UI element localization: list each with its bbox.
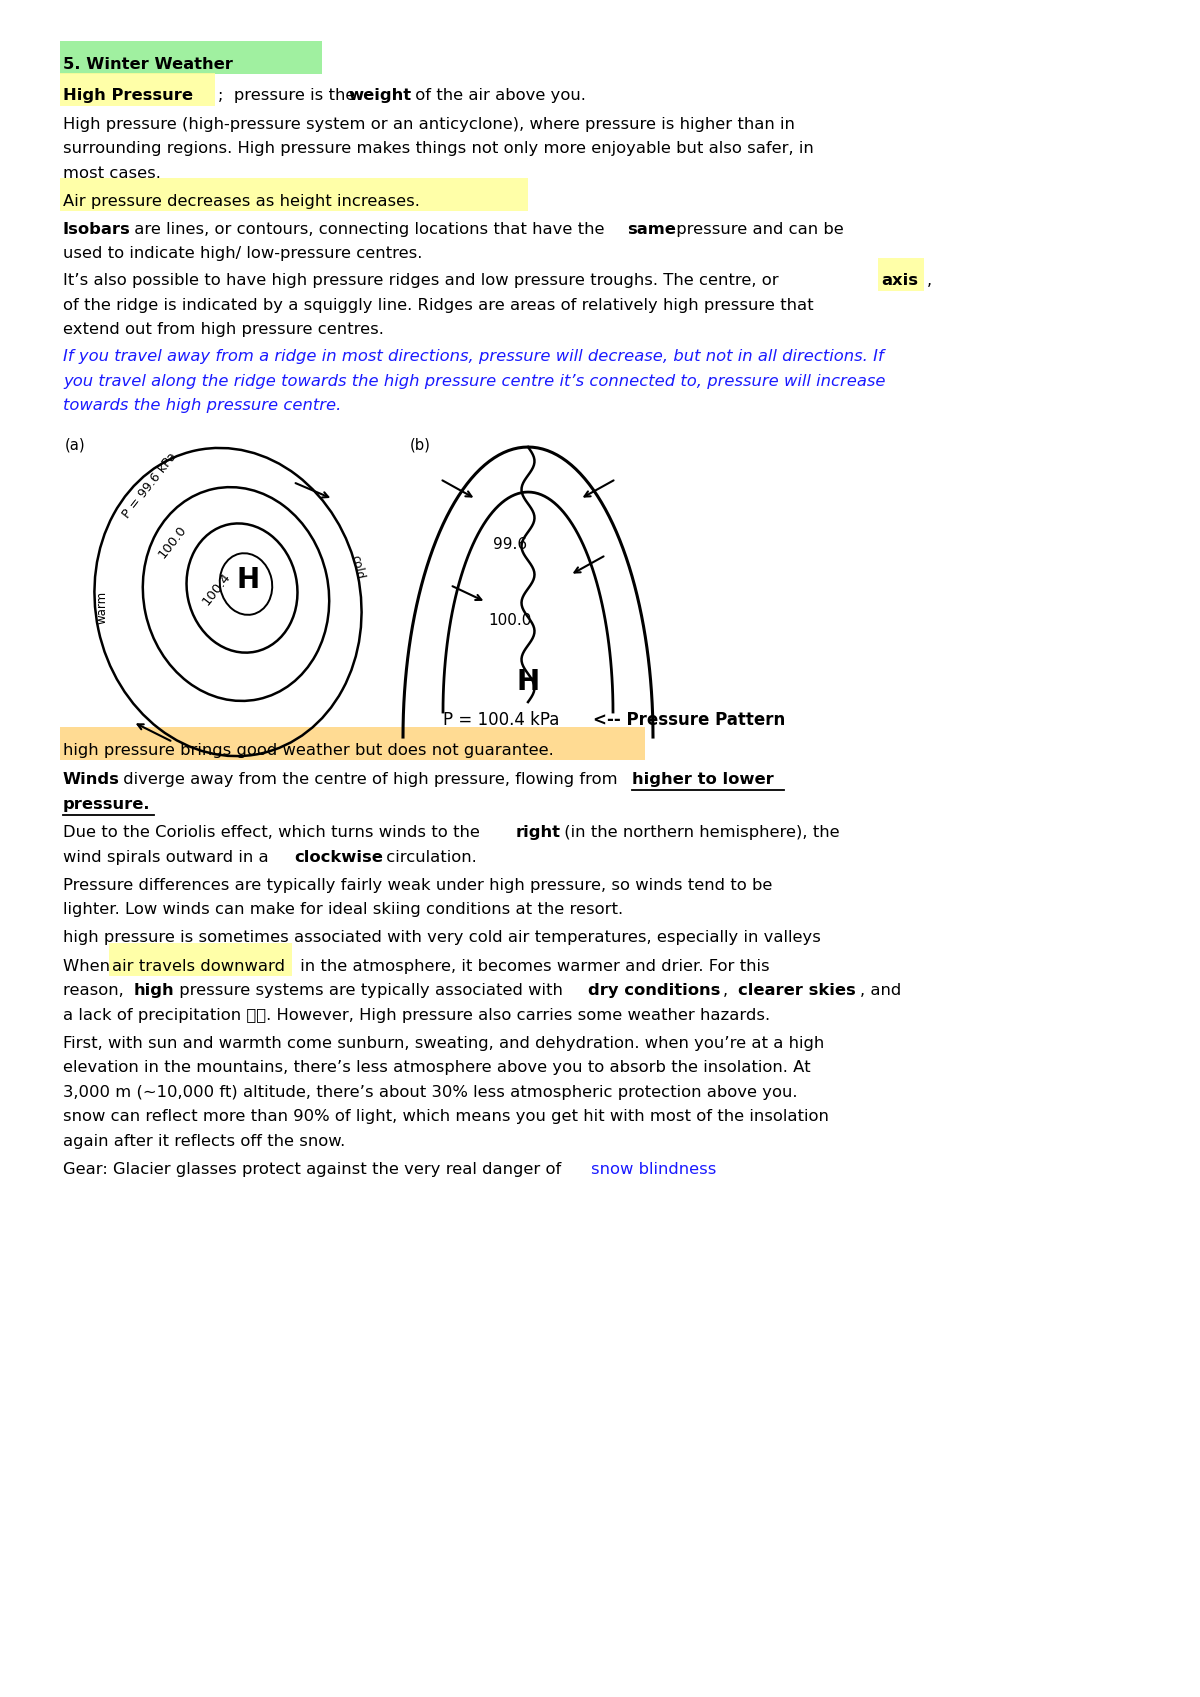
Text: clearer skies: clearer skies xyxy=(738,983,856,998)
Text: Pressure differences are typically fairly weak under high pressure, so winds ten: Pressure differences are typically fairl… xyxy=(64,877,773,893)
Text: of the air above you.: of the air above you. xyxy=(410,88,586,104)
Text: H: H xyxy=(516,669,540,696)
Text: dry conditions: dry conditions xyxy=(588,983,720,998)
Text: It’s also possible to have high pressure ridges and low pressure troughs. The ce: It’s also possible to have high pressure… xyxy=(64,273,784,288)
Text: cold: cold xyxy=(348,553,366,580)
Text: 5. Winter Weather: 5. Winter Weather xyxy=(64,58,233,71)
Text: elevation in the mountains, there’s less atmosphere above you to absorb the inso: elevation in the mountains, there’s less… xyxy=(64,1061,811,1076)
Text: higher to lower: higher to lower xyxy=(632,772,774,787)
Text: of the ridge is indicated by a squiggly line. Ridges are areas of relatively hig: of the ridge is indicated by a squiggly … xyxy=(64,299,814,312)
Text: Due to the Coriolis effect, which turns winds to the: Due to the Coriolis effect, which turns … xyxy=(64,825,485,840)
Text: high pressure is sometimes associated with very cold air temperatures, especiall: high pressure is sometimes associated wi… xyxy=(64,930,821,945)
Text: Winds: Winds xyxy=(64,772,120,787)
Text: are lines, or contours, connecting locations that have the: are lines, or contours, connecting locat… xyxy=(130,222,610,238)
Text: pressure and can be: pressure and can be xyxy=(671,222,844,238)
Text: snow blindness: snow blindness xyxy=(592,1162,716,1178)
Text: 100.4: 100.4 xyxy=(200,570,234,608)
FancyBboxPatch shape xyxy=(60,728,646,760)
Text: high pressure brings good weather but does not guarantee.: high pressure brings good weather but do… xyxy=(64,743,553,759)
Text: a lack of precipitation 降水. However, High pressure also carries some weather haz: a lack of precipitation 降水. However, Hig… xyxy=(64,1008,770,1023)
Text: P = 99.6 kPa: P = 99.6 kPa xyxy=(120,450,179,521)
Text: extend out from high pressure centres.: extend out from high pressure centres. xyxy=(64,322,384,338)
Text: 100.0: 100.0 xyxy=(488,613,532,628)
Text: high: high xyxy=(134,983,175,998)
FancyBboxPatch shape xyxy=(109,944,292,976)
Text: (b): (b) xyxy=(410,438,431,451)
Text: P = 100.4 kPa: P = 100.4 kPa xyxy=(443,711,559,730)
Text: Gear: Glacier glasses protect against the very real danger of: Gear: Glacier glasses protect against th… xyxy=(64,1162,566,1178)
Text: warm: warm xyxy=(96,591,109,623)
Text: lighter. Low winds can make for ideal skiing conditions at the resort.: lighter. Low winds can make for ideal sk… xyxy=(64,903,623,918)
Text: snow can reflect more than 90% of light, which means you get hit with most of th: snow can reflect more than 90% of light,… xyxy=(64,1110,829,1125)
Text: If you travel away from a ridge in most directions, pressure will decrease, but : If you travel away from a ridge in most … xyxy=(64,350,883,365)
FancyBboxPatch shape xyxy=(60,73,215,105)
Text: 3,000 m (∼10,000 ft) altitude, there’s about 30% less atmospheric protection abo: 3,000 m (∼10,000 ft) altitude, there’s a… xyxy=(64,1084,798,1100)
Text: Isobars: Isobars xyxy=(64,222,131,238)
Text: ;  pressure is the: ; pressure is the xyxy=(218,88,361,104)
Text: pressure.: pressure. xyxy=(64,798,150,811)
Text: axis: axis xyxy=(881,273,918,288)
Text: ,: , xyxy=(928,273,932,288)
Text: same: same xyxy=(628,222,676,238)
Text: surrounding regions. High pressure makes things not only more enjoyable but also: surrounding regions. High pressure makes… xyxy=(64,141,814,156)
Text: clockwise: clockwise xyxy=(294,850,383,864)
Text: used to indicate high/ low-pressure centres.: used to indicate high/ low-pressure cent… xyxy=(64,246,422,261)
Text: wind spirals outward in a: wind spirals outward in a xyxy=(64,850,274,864)
Text: First, with sun and warmth come sunburn, sweating, and dehydration. when you’re : First, with sun and warmth come sunburn,… xyxy=(64,1035,824,1050)
Text: diverge away from the centre of high pressure, flowing from: diverge away from the centre of high pre… xyxy=(118,772,623,787)
Text: right: right xyxy=(516,825,562,840)
FancyBboxPatch shape xyxy=(878,258,924,290)
Text: most cases.: most cases. xyxy=(64,166,161,180)
Text: <-- Pressure Pattern: <-- Pressure Pattern xyxy=(593,711,785,730)
Text: (a): (a) xyxy=(65,438,85,451)
Text: towards the high pressure centre.: towards the high pressure centre. xyxy=(64,399,341,414)
FancyBboxPatch shape xyxy=(60,178,528,210)
FancyBboxPatch shape xyxy=(60,41,322,75)
Text: again after it reflects off the snow.: again after it reflects off the snow. xyxy=(64,1134,346,1149)
Text: High Pressure: High Pressure xyxy=(64,88,193,104)
Text: Air pressure decreases as height increases.: Air pressure decreases as height increas… xyxy=(64,193,420,209)
Text: (in the northern hemisphere), the: (in the northern hemisphere), the xyxy=(559,825,840,840)
Text: ,: , xyxy=(722,983,733,998)
Text: 99.6: 99.6 xyxy=(493,536,527,552)
Text: pressure systems are typically associated with: pressure systems are typically associate… xyxy=(174,983,568,998)
Text: When: When xyxy=(64,959,115,974)
Text: reason,: reason, xyxy=(64,983,130,998)
Text: 100.0: 100.0 xyxy=(156,523,190,562)
Text: circulation.: circulation. xyxy=(382,850,476,864)
Text: in the atmosphere, it becomes warmer and drier. For this: in the atmosphere, it becomes warmer and… xyxy=(295,959,769,974)
Text: you travel along the ridge towards the high pressure centre it’s connected to, p: you travel along the ridge towards the h… xyxy=(64,373,886,389)
Text: , and: , and xyxy=(860,983,901,998)
Text: High pressure (high-pressure system or an anticyclone), where pressure is higher: High pressure (high-pressure system or a… xyxy=(64,117,794,132)
Text: weight: weight xyxy=(348,88,412,104)
Text: air travels downward: air travels downward xyxy=(112,959,286,974)
Text: H: H xyxy=(236,567,259,594)
